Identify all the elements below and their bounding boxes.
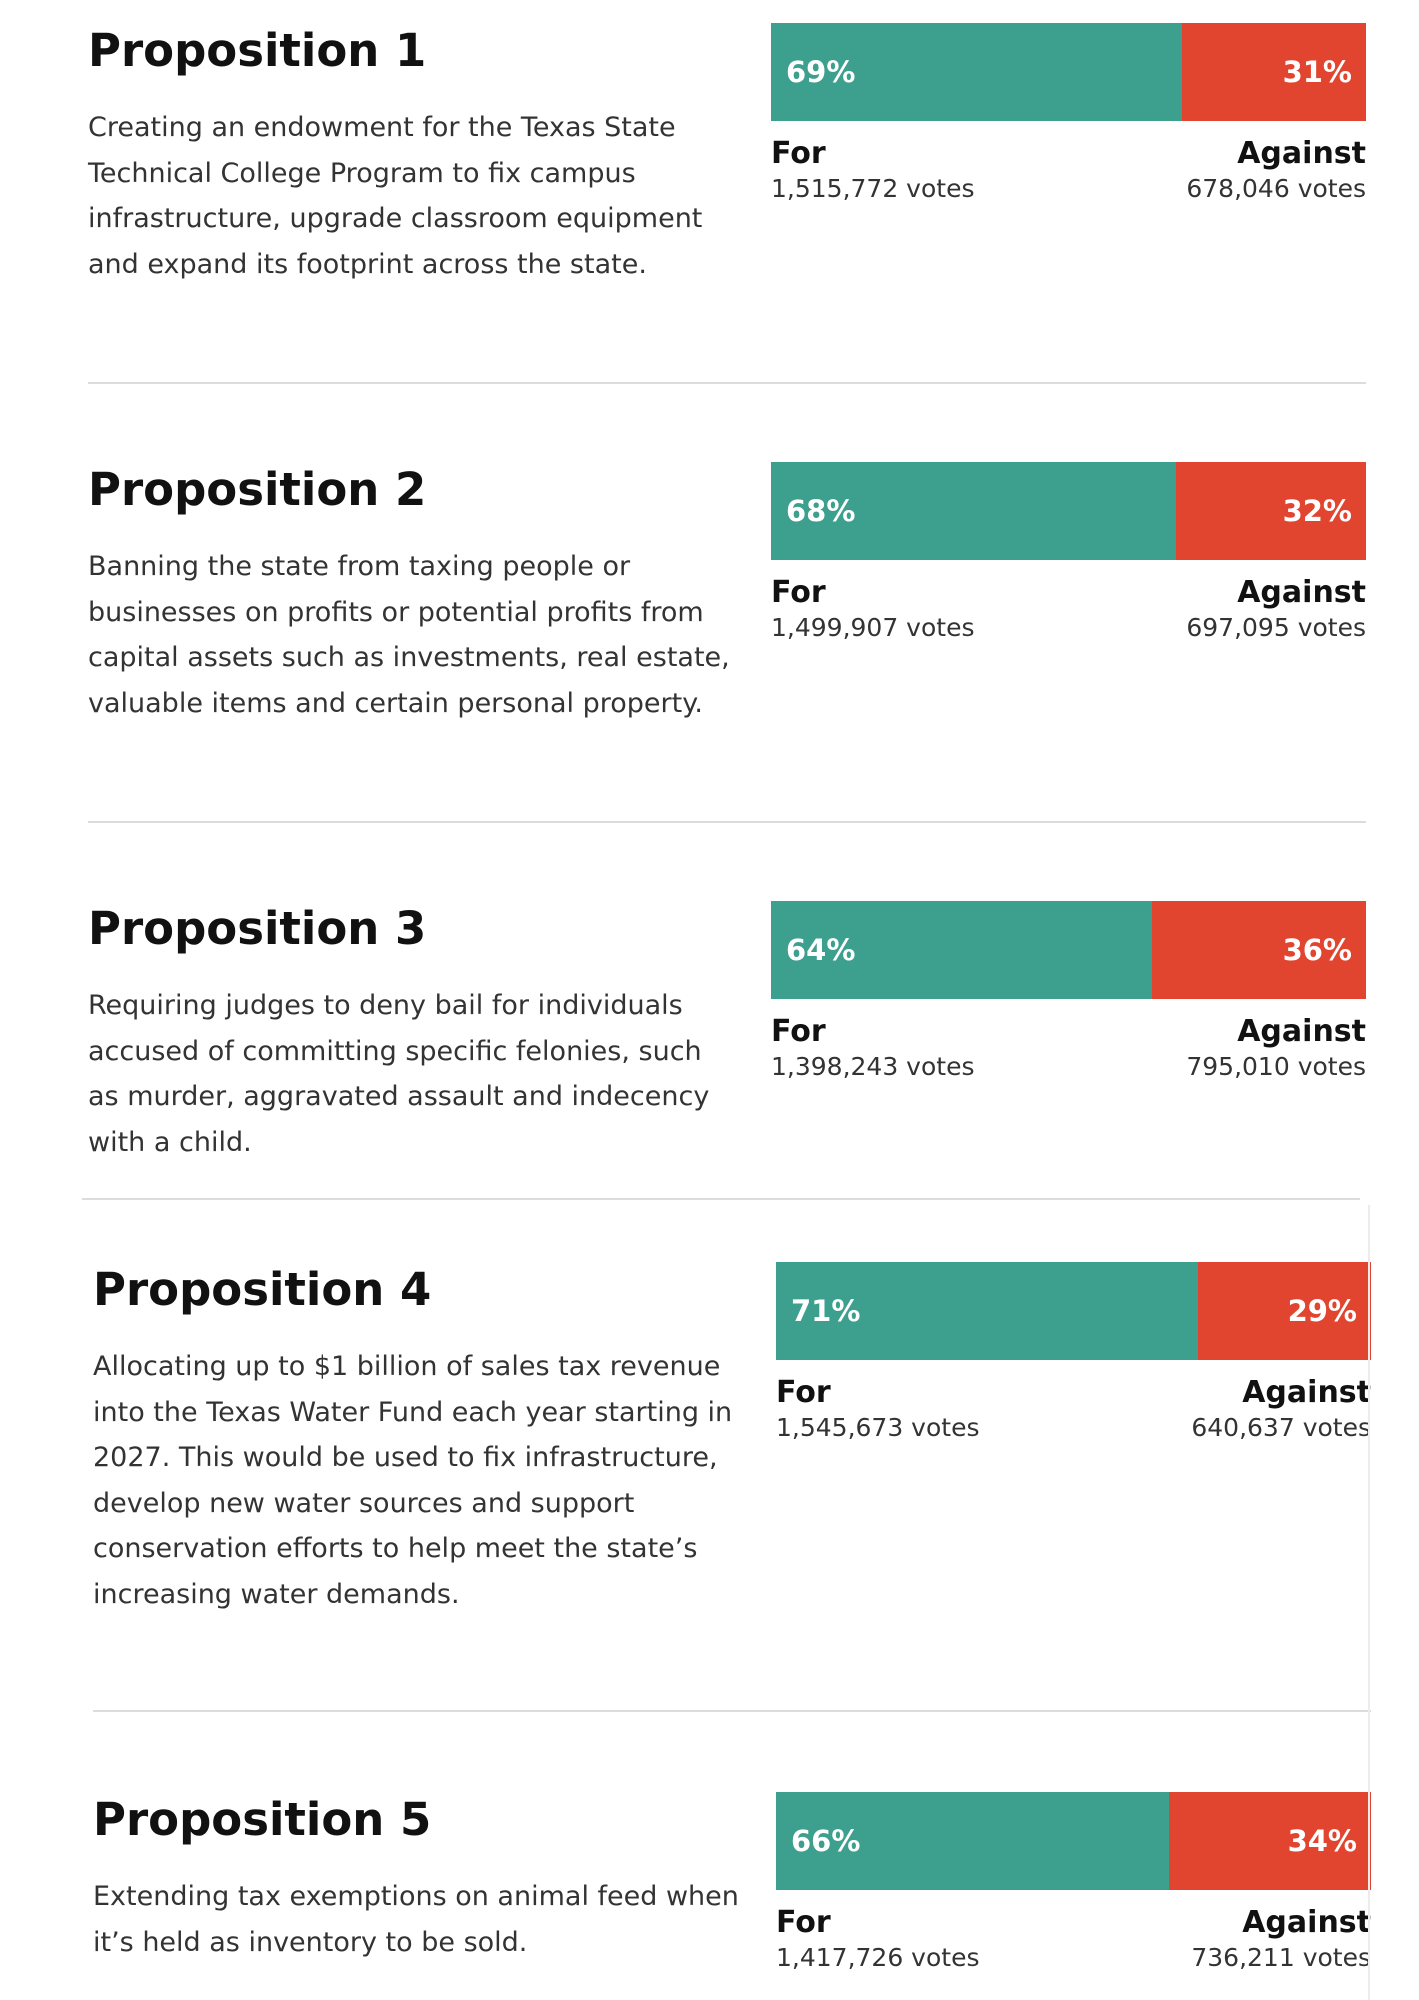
against-votes: 678,046 votes [1186, 174, 1366, 203]
against-percent-label: 31% [1282, 55, 1352, 89]
proposition-title: Proposition 4 [93, 1263, 432, 1316]
proposition-title: Proposition 3 [88, 902, 427, 955]
proposition-description: Extending tax exemptions on animal feed … [93, 1881, 739, 1958]
for-votes: 1,515,772 votes [771, 174, 975, 203]
against-label: Against [1237, 1014, 1366, 1049]
results-bar: 71% 29% [776, 1262, 1371, 1360]
for-label: For [776, 1375, 831, 1410]
bar-segment-for: 66% [776, 1792, 1169, 1890]
for-label: For [776, 1905, 831, 1940]
against-summary: Against 640,637 votes [1093, 1374, 1371, 1444]
section-divider [88, 382, 1366, 384]
proposition-title: Proposition 2 [88, 463, 427, 516]
against-percent-label: 34% [1287, 1824, 1357, 1858]
for-summary: For 1,398,243 votes [771, 1013, 974, 1083]
for-percent-label: 66% [791, 1824, 861, 1858]
against-label: Against [1237, 575, 1366, 610]
against-percent-label: 32% [1282, 494, 1352, 528]
against-votes: 640,637 votes [1191, 1413, 1371, 1442]
bar-segment-for: 64% [771, 901, 1152, 999]
for-percent-label: 69% [786, 55, 856, 89]
panel-edge-line [1368, 1205, 1370, 2000]
for-votes: 1,545,673 votes [776, 1413, 980, 1442]
against-summary: Against 678,046 votes [1088, 135, 1366, 205]
for-label: For [771, 575, 826, 610]
against-percent-label: 36% [1282, 933, 1352, 967]
against-summary: Against 736,211 votes [1093, 1904, 1371, 1974]
for-summary: For 1,499,907 votes [771, 574, 974, 644]
section-divider [93, 1710, 1371, 1712]
for-label: For [771, 1014, 826, 1049]
against-summary: Against 795,010 votes [1088, 1013, 1366, 1083]
proposition-description: Creating an endowment for the Texas Stat… [88, 112, 703, 280]
bar-segment-for: 69% [771, 23, 1182, 121]
proposition-title: Proposition 5 [93, 1793, 432, 1846]
results-bar: 66% 34% [776, 1792, 1371, 1890]
for-summary: For 1,417,726 votes [776, 1904, 979, 1974]
bar-segment-for: 68% [771, 462, 1176, 560]
for-percent-label: 68% [786, 494, 856, 528]
against-votes: 697,095 votes [1186, 613, 1366, 642]
bar-segment-against: 29% [1198, 1262, 1371, 1360]
bar-segment-against: 32% [1175, 462, 1366, 560]
results-bar: 64% 36% [771, 901, 1366, 999]
proposition-title: Proposition 1 [88, 24, 427, 77]
for-summary: For 1,545,673 votes [776, 1374, 979, 1444]
against-votes: 736,211 votes [1191, 1943, 1371, 1972]
for-summary: For 1,515,772 votes [771, 135, 974, 205]
against-percent-label: 29% [1287, 1294, 1357, 1328]
results-bar: 69% 31% [771, 23, 1366, 121]
against-summary: Against 697,095 votes [1088, 574, 1366, 644]
for-label: For [771, 136, 826, 171]
section-divider [88, 821, 1366, 823]
results-bar: 68% 32% [771, 462, 1366, 560]
against-label: Against [1237, 136, 1366, 171]
proposition-description: Allocating up to $1 billion of sales tax… [93, 1351, 733, 1610]
for-percent-label: 71% [791, 1294, 861, 1328]
bar-segment-for: 71% [776, 1262, 1199, 1360]
bar-segment-against: 34% [1168, 1792, 1371, 1890]
for-votes: 1,417,726 votes [776, 1943, 980, 1972]
against-label: Against [1242, 1375, 1371, 1410]
section-divider [82, 1198, 1360, 1200]
for-votes: 1,499,907 votes [771, 613, 975, 642]
proposition-description: Requiring judges to deny bail for indivi… [88, 990, 710, 1158]
proposition-description: Banning the state from taxing people or … [88, 551, 730, 719]
against-votes: 795,010 votes [1186, 1052, 1366, 1081]
bar-segment-against: 36% [1151, 901, 1366, 999]
for-votes: 1,398,243 votes [771, 1052, 975, 1081]
bar-segment-against: 31% [1181, 23, 1366, 121]
against-label: Against [1242, 1905, 1371, 1940]
for-percent-label: 64% [786, 933, 856, 967]
